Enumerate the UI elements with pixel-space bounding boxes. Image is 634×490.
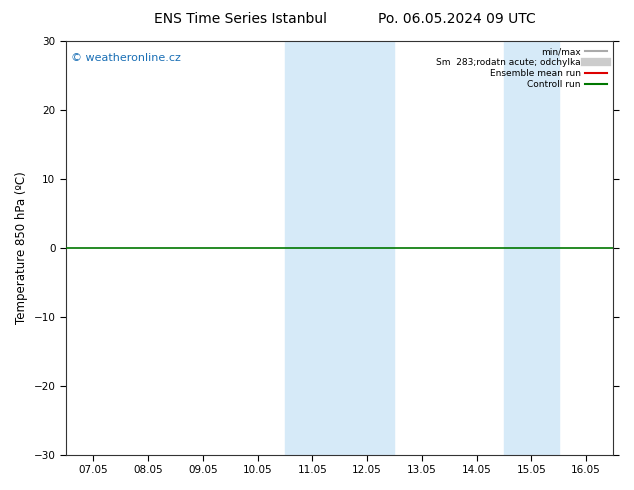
Y-axis label: Temperature 850 hPa (ºC): Temperature 850 hPa (ºC) (15, 172, 28, 324)
Bar (504, 41, 559, 455)
Text: ENS Time Series Istanbul: ENS Time Series Istanbul (155, 12, 327, 26)
Legend: min/max, Sm  283;rodatn acute; odchylka, Ensemble mean run, Controll run: min/max, Sm 283;rodatn acute; odchylka, … (434, 46, 609, 91)
Text: Po. 06.05.2024 09 UTC: Po. 06.05.2024 09 UTC (378, 12, 535, 26)
Bar (285, 41, 394, 455)
Text: © weatheronline.cz: © weatheronline.cz (71, 53, 181, 64)
